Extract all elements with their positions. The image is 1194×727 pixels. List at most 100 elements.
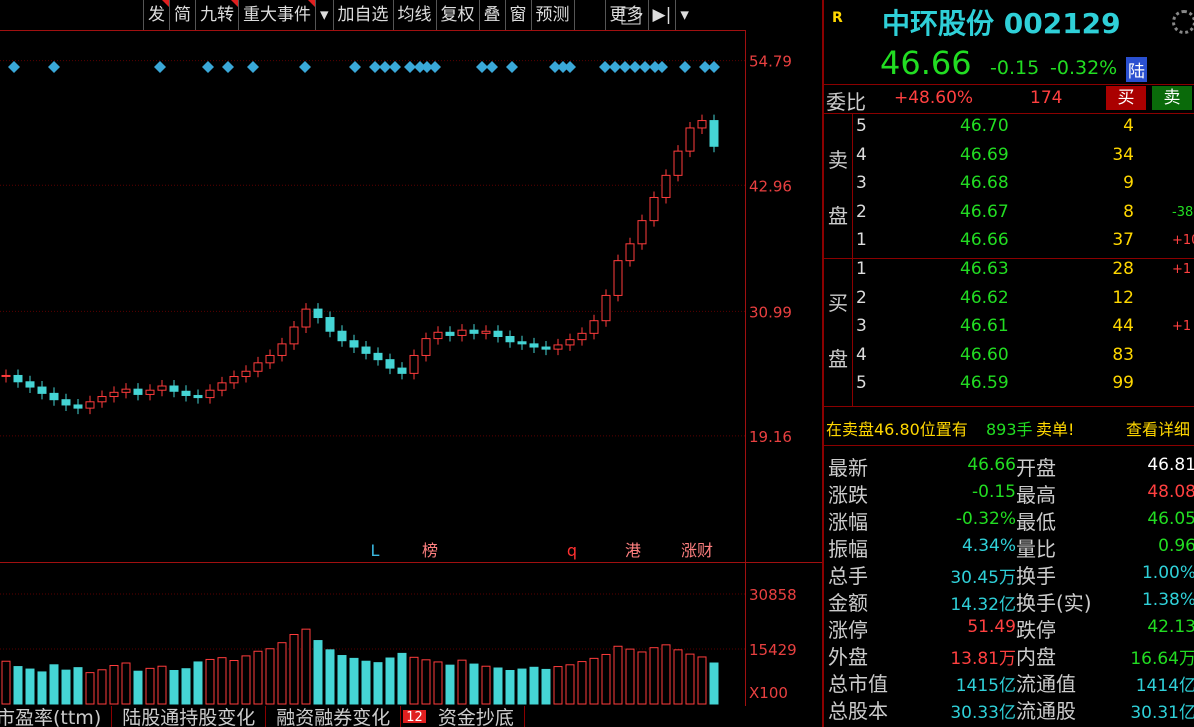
- order-row: 5 46.70 4: [824, 116, 1194, 144]
- toolbar-button[interactable]: 重大事件: [238, 0, 315, 30]
- toolbar-button[interactable]: 九转: [195, 0, 238, 30]
- stat-row: 总市值 1415亿 流通值 1414亿: [824, 668, 1194, 696]
- volume-bar: [601, 653, 611, 705]
- candle-body: [253, 362, 263, 372]
- event-marker[interactable]: 涨财: [681, 541, 713, 560]
- level: 4: [856, 144, 867, 165]
- price: 46.67: [960, 201, 1009, 222]
- toolbar-button[interactable]: 窗: [504, 0, 531, 30]
- volume-bar: [661, 644, 671, 705]
- toolbar-button[interactable]: 更多: [604, 0, 648, 30]
- stat-value: 46.81: [1147, 455, 1194, 475]
- toolbar-button[interactable]: ▾: [315, 0, 333, 30]
- signal-diamond: [609, 61, 621, 73]
- stat-value: 1414亿: [1135, 676, 1194, 696]
- volume-bar: [1, 660, 11, 705]
- sell-button[interactable]: 卖: [1152, 86, 1192, 110]
- volume-bar: [493, 667, 503, 705]
- stat-label: 涨跌: [828, 483, 868, 507]
- stat-value: 1415亿: [955, 676, 1016, 696]
- signal-diamond: [154, 61, 166, 73]
- settings-icon[interactable]: [1172, 10, 1194, 34]
- stat-value: -0.32%: [955, 509, 1016, 529]
- level: 2: [856, 201, 867, 222]
- candle-body: [25, 381, 35, 388]
- candle-body: [217, 382, 227, 391]
- signal-diamond: [708, 61, 720, 73]
- volume-unit: X100: [749, 684, 788, 702]
- stat-label: 最低: [1016, 510, 1056, 534]
- chart-area: 54.79 42.96 30.99 19.16 L 榜 q 港 涨财 30858 15429 X100: [0, 7, 822, 706]
- candle-body: [241, 370, 251, 378]
- signal-diamond: [649, 61, 661, 73]
- change-pct: -0.32%: [1050, 57, 1118, 79]
- toolbar-button[interactable]: ▶|: [647, 0, 676, 30]
- candle-body: [613, 260, 623, 296]
- toolbar-button[interactable]: 均线: [392, 0, 436, 30]
- candle-body: [85, 401, 95, 409]
- tab[interactable]: 市盈率(ttm): [0, 706, 113, 727]
- stat-value: 46.66: [967, 455, 1016, 475]
- volume-bar: [409, 656, 419, 705]
- toolbar-button[interactable]: 简: [169, 0, 195, 30]
- volume-bar: [613, 645, 623, 705]
- price: 46.63: [960, 259, 1009, 279]
- volume-bar: [625, 648, 635, 705]
- tab[interactable]: 资金抄底: [428, 706, 525, 727]
- level: 5: [856, 373, 867, 394]
- stat-label: 最新: [828, 456, 868, 480]
- event-marker[interactable]: 榜: [422, 541, 438, 560]
- toolbar-button[interactable]: ▾: [675, 0, 693, 30]
- candle-body: [697, 120, 707, 129]
- candle-body: [205, 389, 215, 399]
- vline: [852, 113, 853, 406]
- event-marker[interactable]: L: [371, 541, 380, 560]
- y-tick-label: 19.16: [749, 428, 792, 446]
- candle-body: [409, 354, 419, 374]
- stat-label: 涨幅: [828, 510, 868, 534]
- stat-value: 0.96: [1158, 536, 1194, 556]
- order-row: 3 46.68 9: [824, 173, 1194, 201]
- toolbar-button[interactable]: 预测: [530, 0, 574, 30]
- delta: +10: [1172, 233, 1194, 249]
- volume-bar: [445, 664, 455, 705]
- badge: R: [832, 10, 843, 26]
- volume-bar: [649, 647, 659, 705]
- volume-bar: [181, 668, 191, 705]
- volume-bar: [13, 666, 23, 705]
- last-price: 46.66: [880, 44, 972, 82]
- tab[interactable]: 融资融券变化: [266, 706, 402, 727]
- side-label: 卖: [828, 148, 848, 172]
- notice-link[interactable]: 查看详细: [1126, 420, 1191, 439]
- candle-body: [133, 388, 143, 395]
- order-row: 3 46.61 44 +1: [824, 316, 1194, 344]
- toolbar-button[interactable]: 加自选: [332, 0, 393, 30]
- toolbar-button[interactable]: 复权: [435, 0, 479, 30]
- stat-label: 金额: [828, 591, 868, 615]
- event-marker[interactable]: q: [567, 541, 577, 560]
- ratio-label: 委比: [826, 90, 866, 114]
- volume: 83: [1112, 344, 1134, 365]
- candle-body: [361, 346, 371, 354]
- candle-body: [109, 391, 119, 398]
- toolbar-spacer[interactable]: [573, 0, 605, 30]
- volume-bar: [685, 653, 695, 705]
- buy-button[interactable]: 买: [1106, 86, 1146, 110]
- volume-bar: [217, 657, 227, 705]
- tab-badge[interactable]: 12: [403, 710, 426, 725]
- y-tick-label: 15429: [749, 641, 797, 659]
- signal-diamond: [222, 61, 234, 73]
- price: 46.66: [960, 230, 1009, 251]
- toolbar-button[interactable]: 叠: [478, 0, 505, 30]
- candle-body: [505, 335, 515, 343]
- event-marker[interactable]: 港: [625, 541, 641, 560]
- level: 3: [856, 173, 867, 194]
- notice-text: 在卖盘46.80位置有: [826, 420, 968, 439]
- lock-icon[interactable]: [621, 7, 641, 25]
- toolbar-button[interactable]: 发: [143, 0, 169, 30]
- tab[interactable]: 陆股通持股变化: [112, 706, 267, 727]
- order-row: 4 46.60 83: [824, 345, 1194, 373]
- volume-bar: [529, 666, 539, 705]
- volume-bar: [265, 648, 275, 705]
- volume-bar: [673, 649, 683, 705]
